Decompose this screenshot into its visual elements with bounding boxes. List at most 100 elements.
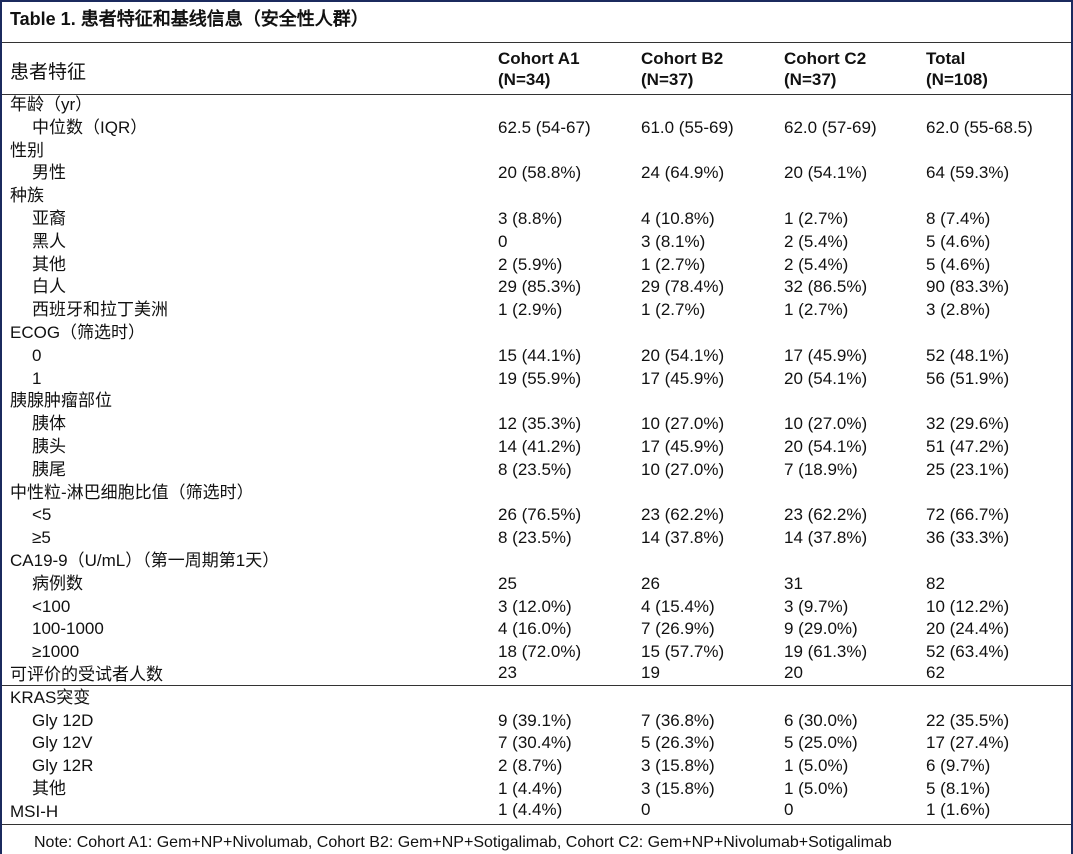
row-label: 胰尾	[32, 459, 66, 479]
cell: 36 (33.3%)	[926, 528, 1010, 548]
cell: 10 (27.0%)	[784, 414, 868, 434]
cell: 6 (9.7%)	[926, 756, 991, 776]
column-header: Cohort B2	[641, 49, 724, 68]
row-label: <100	[32, 596, 71, 616]
cell: 20 (24.4%)	[926, 619, 1010, 639]
cell: 20 (54.1%)	[784, 368, 868, 388]
cell: 10 (27.0%)	[641, 414, 725, 434]
rule	[2, 94, 1071, 95]
row-label: 100-1000	[32, 619, 104, 639]
section-label: 种族	[10, 186, 44, 206]
column-header: Cohort C2	[784, 49, 867, 68]
cell: 10 (12.2%)	[926, 596, 1010, 616]
section-label: KRAS突变	[10, 687, 91, 707]
cell: 2 (8.7%)	[498, 756, 563, 776]
cell: 15 (57.7%)	[641, 642, 725, 662]
section-label: CA19-9（U/mL）（第一周期第1天）	[10, 551, 280, 570]
column-n: (N=37)	[641, 70, 694, 89]
cell: 9 (39.1%)	[498, 710, 572, 730]
cell: 3 (8.1%)	[641, 231, 706, 251]
cell: 15 (44.1%)	[498, 345, 582, 365]
cell: 90 (83.3%)	[926, 277, 1010, 297]
cell: 2 (5.4%)	[784, 231, 849, 251]
cell: 3 (12.0%)	[498, 596, 572, 616]
cell: 32 (29.6%)	[926, 414, 1010, 434]
row-label: Gly 12D	[32, 710, 94, 730]
cell: 8 (23.5%)	[498, 528, 572, 548]
cell: 20 (58.8%)	[498, 163, 582, 183]
column-header: Cohort A1	[498, 49, 580, 68]
cell: 0	[784, 799, 794, 819]
cell: 22 (35.5%)	[926, 710, 1010, 730]
cell: 5 (4.6%)	[926, 254, 991, 274]
table-title: Table 1. 患者特征和基线信息（安全性人群）	[10, 9, 369, 29]
cell: 7 (30.4%)	[498, 733, 572, 753]
row-label: 病例数	[32, 573, 83, 593]
cell: 61.0 (55-69)	[641, 117, 734, 137]
section-label: 年龄（yr）	[10, 95, 93, 114]
cell: 29 (78.4%)	[641, 277, 725, 297]
row-label: <5	[32, 505, 52, 525]
cell: 3 (9.7%)	[784, 596, 849, 616]
row-label: 中位数（IQR）	[32, 117, 148, 137]
cell: 82	[926, 573, 945, 593]
cell: 3 (8.8%)	[498, 209, 563, 228]
row-label: 胰体	[32, 414, 66, 434]
cell: 56 (51.9%)	[926, 368, 1010, 388]
cell: 4 (16.0%)	[498, 619, 572, 639]
cell: 1 (5.0%)	[784, 779, 849, 798]
cell: 20 (54.1%)	[784, 163, 868, 183]
row-label: 其他	[32, 254, 66, 274]
cell: 19 (55.9%)	[498, 368, 582, 388]
row-label: 其他	[32, 779, 66, 798]
cell: 1 (2.7%)	[641, 254, 706, 274]
column-n: (N=108)	[926, 70, 988, 89]
cell: 5 (8.1%)	[926, 779, 991, 798]
cell: 20 (54.1%)	[641, 345, 725, 365]
row-label: Gly 12R	[32, 756, 94, 776]
row-label: 黑人	[32, 231, 66, 251]
section-label: 中性粒-淋巴细胞比值（筛选时）	[10, 482, 254, 502]
cell: 0	[498, 231, 508, 251]
row-label: 亚裔	[32, 209, 66, 228]
row-label: ≥1000	[32, 642, 80, 662]
cell: 0	[641, 799, 651, 819]
cell: 52 (48.1%)	[926, 345, 1010, 365]
cell: 14 (41.2%)	[498, 437, 582, 456]
cell: 72 (66.7%)	[926, 505, 1010, 525]
cell: 1 (2.9%)	[498, 300, 563, 320]
cell: 2 (5.4%)	[784, 254, 849, 274]
cell: 9 (29.0%)	[784, 619, 858, 639]
cell: 6 (30.0%)	[784, 710, 858, 730]
row-label: 0	[32, 345, 42, 365]
row-label: 男性	[32, 163, 66, 183]
cell: 18 (72.0%)	[498, 642, 582, 662]
cell: 26 (76.5%)	[498, 505, 582, 525]
cell: 62.0 (57-69)	[784, 117, 877, 137]
cell: 5 (26.3%)	[641, 733, 715, 753]
cell: 1 (4.4%)	[498, 799, 563, 819]
cell: 62	[926, 663, 945, 682]
row-label: Gly 12V	[32, 733, 93, 753]
row-header: 患者特征	[10, 62, 87, 83]
section-label: 可评价的受试者人数	[10, 665, 163, 684]
cell: 10 (27.0%)	[641, 459, 725, 479]
cell: 14 (37.8%)	[784, 528, 868, 548]
section-label: ECOG（筛选时）	[10, 323, 146, 342]
cell: 20	[784, 663, 803, 682]
cell: 7 (36.8%)	[641, 710, 715, 730]
cell: 7 (18.9%)	[784, 459, 858, 479]
cell: 23 (62.2%)	[784, 505, 868, 525]
row-label: 白人	[32, 277, 66, 297]
cell: 4 (15.4%)	[641, 596, 715, 616]
table-note: Note: Cohort A1: Gem+NP+Nivolumab, Cohor…	[34, 834, 892, 851]
cell: 62.0 (55-68.5)	[926, 117, 1033, 137]
cell: 2 (5.9%)	[498, 254, 563, 274]
cell: 17 (27.4%)	[926, 733, 1010, 753]
rule	[2, 824, 1071, 825]
cell: 64 (59.3%)	[926, 163, 1010, 183]
cell: 32 (86.5%)	[784, 277, 868, 297]
cell: 26	[641, 573, 660, 593]
cell: 5 (25.0%)	[784, 733, 858, 753]
